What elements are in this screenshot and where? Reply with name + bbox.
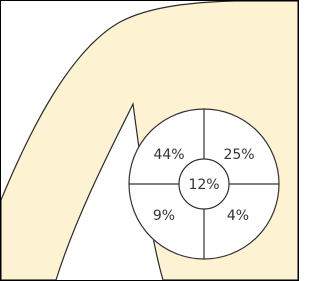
- quadrant-label: 4%: [227, 208, 249, 224]
- quadrant-label: 25%: [223, 147, 254, 163]
- quadrant-label: 12%: [188, 177, 219, 193]
- quadrant-label: 44%: [153, 147, 184, 163]
- quadrant-label: 9%: [153, 208, 175, 224]
- diagram: 44% 25% 12% 9% 4%: [0, 0, 299, 281]
